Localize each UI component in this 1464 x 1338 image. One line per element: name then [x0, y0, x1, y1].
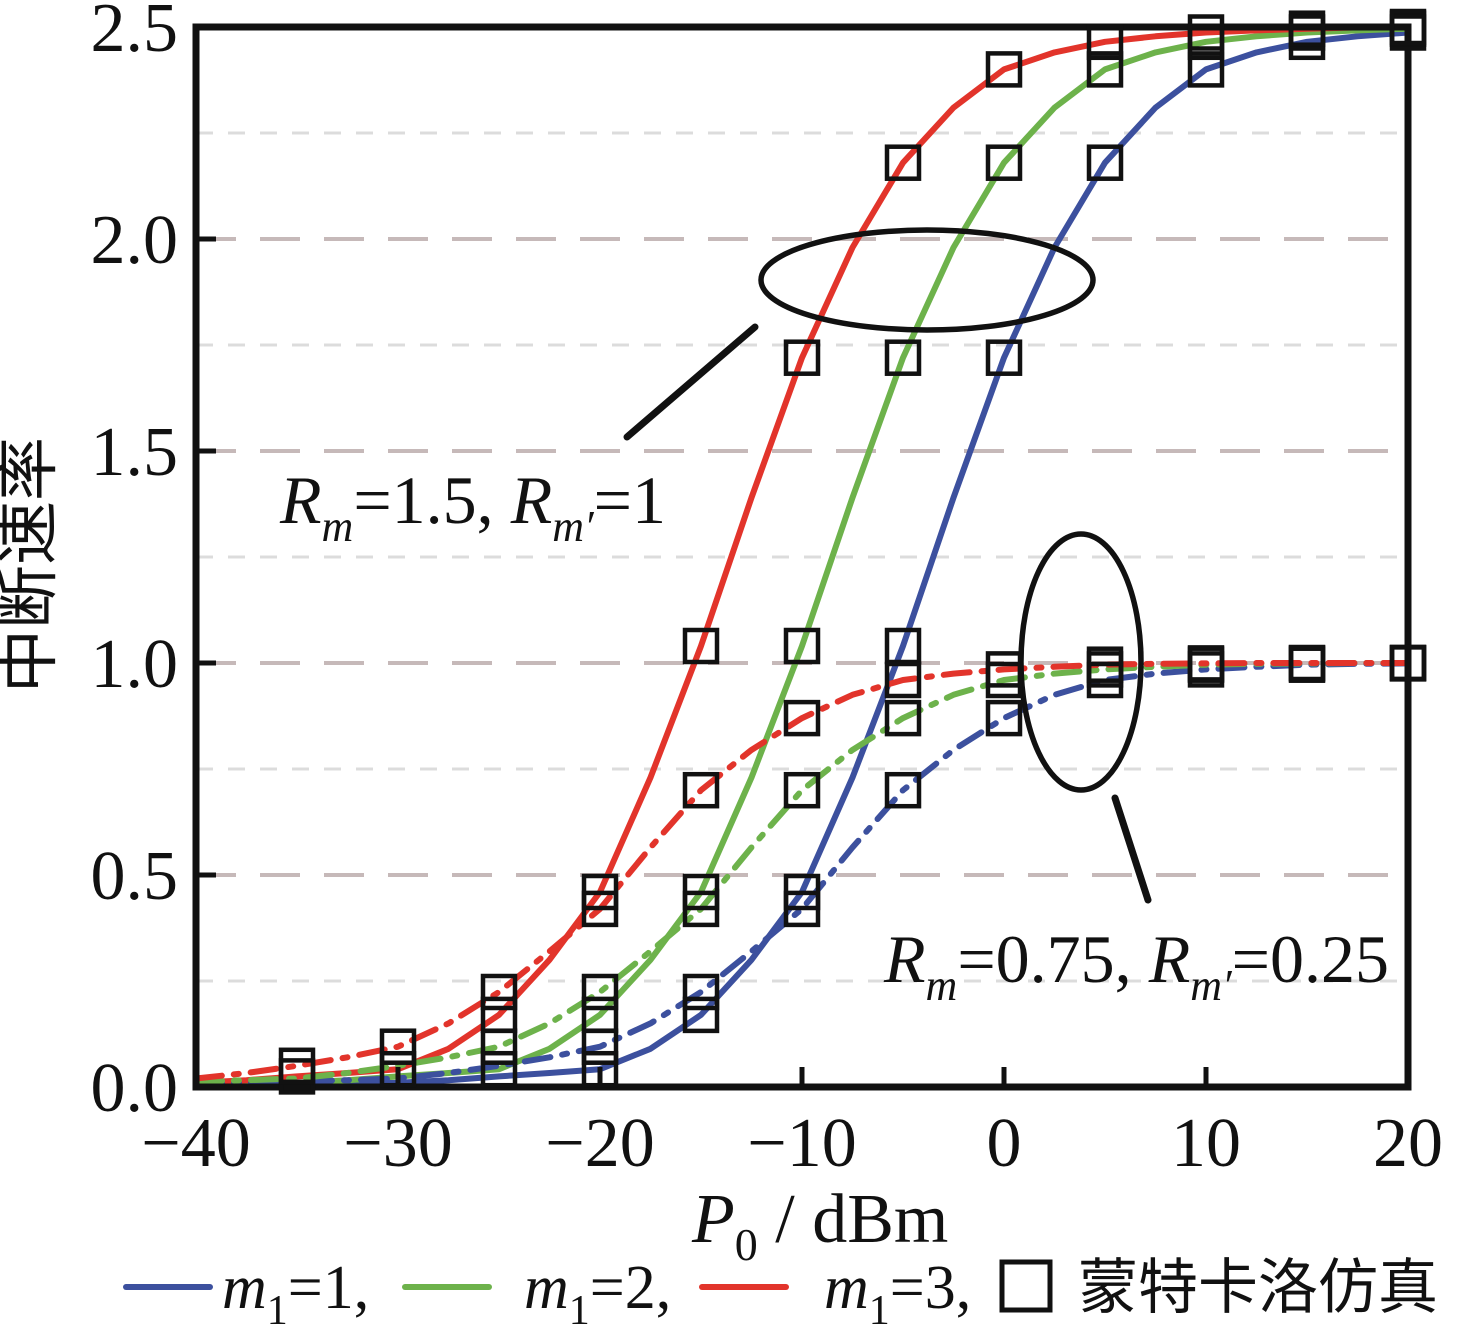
monte-carlo-marker: [783, 339, 821, 376]
monte-carlo-marker: [1389, 8, 1427, 46]
x-tick-label: 10: [1171, 1105, 1241, 1182]
curve-m1-3-rm-0-75-rm-0-25: [193, 660, 1411, 1082]
minor-gridlines: [196, 131, 1408, 983]
monte-carlo-marker: [884, 699, 922, 737]
monte-carlo-marker: [1288, 644, 1326, 682]
legend-label: 蒙特卡洛仿真: [1078, 1255, 1438, 1321]
monte-carlo-marker: [884, 144, 922, 181]
monte-carlo-marker: [884, 661, 922, 699]
monte-carlo-marker: [480, 973, 518, 1011]
monte-carlo-marker: [581, 1050, 619, 1088]
high-rate-group-pointer-line: [623, 323, 759, 441]
legend-label: m1=3,: [824, 1254, 971, 1334]
monte-carlo-marker: [884, 771, 922, 809]
monte-carlo-marker: [1288, 10, 1326, 47]
monte-carlo-marker: [682, 996, 720, 1034]
monte-carlo-marker: [682, 771, 720, 809]
x-tick-label: −10: [747, 1105, 856, 1182]
y-axis-label: 中断速率: [0, 437, 64, 693]
monte-carlo-marker: [1086, 144, 1124, 181]
monte-carlo-marker: [1086, 646, 1124, 683]
monte-carlo-markers: [278, 8, 1427, 1095]
monte-carlo-marker: [1086, 51, 1124, 88]
x-tick-label: 20: [1373, 1105, 1443, 1182]
monte-carlo-marker: [985, 144, 1023, 181]
monte-carlo-marker: [379, 1050, 417, 1088]
x-tick-label: −40: [141, 1105, 250, 1182]
monte-carlo-marker: [783, 771, 821, 809]
y-tick-label: 1.0: [91, 626, 179, 703]
y-tick-label: 0.0: [91, 1050, 179, 1127]
monte-carlo-marker: [480, 1050, 518, 1088]
monte-carlo-marker: [1187, 51, 1225, 88]
monte-carlo-marker: [480, 1028, 518, 1065]
y-tick-label: 1.5: [91, 414, 179, 491]
y-tick-label: 2.5: [91, 0, 179, 67]
legend: m1=1, m1=2, m1=3, 蒙特卡洛仿真: [123, 1254, 1438, 1334]
monte-carlo-marker: [379, 1028, 417, 1065]
monte-carlo-marker: [985, 339, 1023, 376]
monte-carlo-marker: [985, 51, 1023, 88]
monte-carlo-marker: [682, 627, 720, 665]
y-tick-label: 0.5: [91, 838, 179, 915]
legend-label: m1=2,: [524, 1254, 671, 1334]
x-tick-label: −20: [545, 1105, 654, 1182]
monte-carlo-marker: [1389, 644, 1427, 682]
monte-carlo-marker: [783, 699, 821, 737]
monte-carlo-marker: [581, 1028, 619, 1065]
annotation-shapes: [623, 227, 1152, 904]
low-rate-group-label: Rm=0.75, Rm′=0.25: [883, 921, 1389, 1010]
x-tick-label: −30: [343, 1105, 452, 1182]
monte-carlo-marker: [278, 1047, 316, 1085]
curve-m1-2-rm-0-75-rm-0-25: [193, 660, 1411, 1085]
monte-carlo-marker: [985, 699, 1023, 737]
monte-carlo-marker: [783, 627, 821, 665]
low-rate-group-pointer-line: [1111, 794, 1152, 904]
monte-carlo-marker: [682, 890, 720, 928]
monte-carlo-marker: [1086, 23, 1124, 61]
tick-labels: 0.0 0.5 1.0 1.5 2.0 2.5 −40 −30 −20 −10 0 10 20: [91, 0, 1444, 1182]
monte-carlo-marker: [581, 973, 619, 1011]
monte-carlo-marker: [581, 890, 619, 928]
monte-carlo-marker: [884, 339, 922, 376]
monte-carlo-marker: [985, 651, 1023, 688]
x-tick-label: 0: [987, 1105, 1022, 1182]
monte-carlo-marker: [783, 890, 821, 928]
high-rate-group-ellipse: [758, 227, 1096, 333]
monte-carlo-marker: [1187, 645, 1225, 682]
legend-square-marker: [999, 1259, 1053, 1313]
monte-carlo-marker: [1187, 14, 1225, 51]
x-axis-label: P0 / dBm: [691, 1181, 948, 1270]
y-tick-label: 2.0: [91, 202, 179, 279]
axis-ticks: [193, 24, 1411, 1090]
annotation-texts: Rm=1.5, Rm′=1 Rm=0.75, Rm′=0.25: [279, 462, 1389, 1010]
legend-label: m1=1,: [222, 1254, 369, 1334]
monte-carlo-marker: [682, 973, 720, 1011]
high-rate-group-label: Rm=1.5, Rm′=1: [279, 462, 666, 551]
